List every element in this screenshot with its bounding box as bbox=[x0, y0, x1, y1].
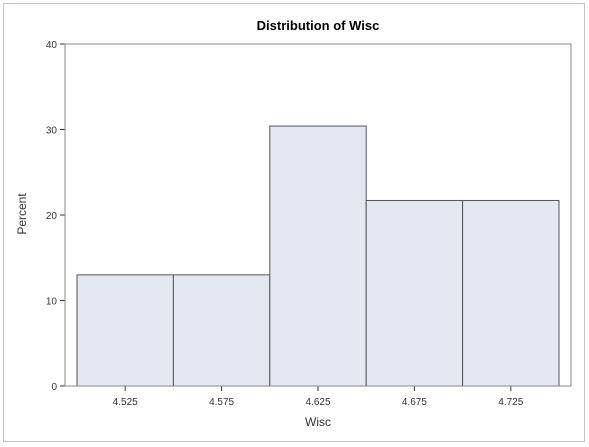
y-tick-label: 30 bbox=[46, 126, 58, 137]
histogram-bar bbox=[269, 125, 367, 387]
y-axis-label: Percent bbox=[15, 193, 29, 235]
y-tick-label: 40 bbox=[46, 40, 58, 51]
histogram-bar bbox=[76, 274, 174, 387]
y-tick-label: 0 bbox=[51, 382, 57, 393]
histogram-bar bbox=[365, 199, 464, 387]
plot-area: 4.525 4.575 4.625 4.675 4.725 0 10 20 30 40 bbox=[46, 40, 560, 408]
x-axis-label: Wisc bbox=[305, 415, 331, 429]
x-tick-label: 4.525 bbox=[113, 397, 138, 408]
y-tick-label: 20 bbox=[46, 211, 58, 222]
y-tick-label: 10 bbox=[46, 297, 58, 308]
chart-title: Distribution of Wisc bbox=[257, 18, 380, 33]
x-tick-label: 4.725 bbox=[498, 397, 523, 408]
histogram-bar bbox=[172, 274, 271, 387]
x-tick-label: 4.675 bbox=[402, 397, 427, 408]
x-tick-label: 4.575 bbox=[209, 397, 234, 408]
x-tick-label: 4.625 bbox=[305, 397, 330, 408]
histogram-bar bbox=[462, 199, 560, 387]
plot-frame bbox=[64, 43, 572, 387]
